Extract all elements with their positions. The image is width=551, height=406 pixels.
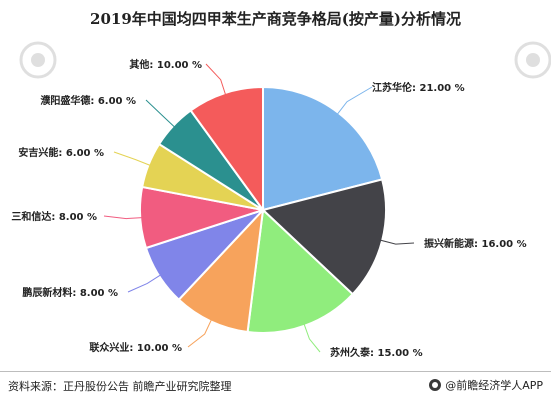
- leader-line: [336, 86, 373, 115]
- slice-label: 其他: 10.00 %: [129, 58, 202, 71]
- slice-label: 三和信达: 8.00 %: [11, 210, 97, 223]
- leader-line: [113, 151, 151, 166]
- slice-label: 江苏华伦: 21.00 %: [372, 81, 465, 94]
- slice-label: 濮阳盛华德: 6.00 %: [40, 94, 136, 107]
- chart-title: 2019年中国均四甲苯生产商竞争格局(按产量)分析情况: [90, 10, 461, 28]
- brand-logo-icon: [429, 379, 442, 391]
- brand-credit: @前瞻经济学人APP: [429, 377, 543, 393]
- pie-chart: 江苏华伦: 21.00 % 振兴新能源: 16.00 % 苏州久泰: 15.00 %…: [11, 58, 527, 359]
- slice-label: 安吉兴能: 6.00 %: [18, 146, 104, 159]
- brand-credit-text: @前瞻经济学人APP: [445, 379, 543, 392]
- leader-line: [303, 323, 321, 353]
- leader-line: [127, 274, 162, 293]
- slice-label: 鹏辰新材料: 8.00 %: [22, 286, 118, 299]
- leader-line: [380, 239, 415, 245]
- slice-label: 苏州久泰: 15.00 %: [330, 346, 423, 359]
- slice-label: 联众兴业: 10.00 %: [89, 341, 182, 354]
- leader-line: [145, 99, 176, 128]
- leader-line: [187, 319, 212, 348]
- slice-label: 振兴新能源: 16.00 %: [424, 237, 527, 250]
- leader-line: [103, 215, 143, 220]
- footer-divider: [0, 371, 551, 372]
- source-note: 资料来源：正丹股份公告 前瞻产业研究院整理: [8, 380, 232, 393]
- leader-line: [205, 63, 227, 96]
